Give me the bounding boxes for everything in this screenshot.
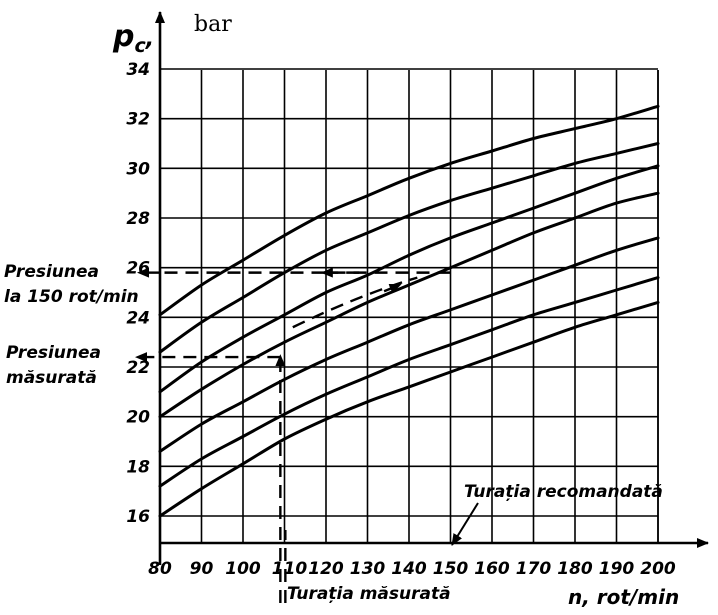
y-tick-label: 28 [126, 209, 150, 229]
x-axis-label: n, rot/min [568, 585, 679, 609]
annotation-measured-pressure-line1: Presiunea [6, 343, 101, 363]
y-tick-label: 24 [126, 308, 150, 328]
y-axis-title: pc, bar [112, 12, 232, 57]
annotation-recommended-speed: Turația recomandată [464, 482, 663, 502]
y-tick-label: 34 [126, 60, 150, 80]
annotation-pressure-at-150: Presiunea la 150 rot/min [4, 262, 139, 307]
x-tick-label: 130 [350, 559, 386, 579]
y-tick-label: 20 [126, 408, 150, 428]
y-tick-label: 22 [126, 358, 150, 378]
x-tick-label: 190 [599, 559, 635, 579]
y-axis-unit: bar [194, 12, 232, 37]
annotation-measured-speed: Turația măsurată [287, 584, 451, 604]
x-tick-label: 110 [272, 559, 308, 579]
x-tick-label: 160 [474, 559, 510, 579]
curve-follow-path [292, 276, 418, 329]
recommended-speed-pointer [451, 502, 479, 546]
x-tick-label: 80 [148, 559, 172, 579]
x-tick-label: 170 [516, 559, 552, 579]
y-axis-subscript: c [134, 35, 146, 57]
x-tick-label: 120 [308, 559, 344, 579]
pressure-curve-1 [158, 104, 660, 317]
x-tick-label: 100 [225, 559, 261, 579]
pressure-curve-5 [158, 236, 660, 453]
annotation-pressure-at-150-line1: Presiunea [4, 262, 99, 282]
svg-text:pc,: pc, [112, 19, 154, 57]
curve-follow-arrow [383, 283, 402, 294]
y-tick-label: 18 [126, 457, 150, 477]
x-tick-label: 180 [557, 559, 593, 579]
y-tick-label: 30 [126, 159, 150, 179]
y-tick-label: 16 [126, 507, 150, 527]
x-tick-label: 140 [391, 559, 427, 579]
pressure-curve-3 [158, 164, 660, 394]
pressure-curve-6 [158, 276, 660, 488]
axes [155, 11, 709, 565]
pressure-curve-4 [158, 191, 660, 419]
annotation-pressure-at-150-line2: la 150 rot/min [4, 287, 139, 307]
x-tick-label: 90 [190, 559, 214, 579]
pressure-curve-7 [158, 300, 660, 518]
y-axis-symbol: p [112, 19, 134, 54]
annotation-measured-pressure: Presiunea măsurată [6, 343, 101, 388]
x-tick-label: 200 [640, 559, 676, 579]
pressure-curves [158, 104, 660, 518]
reference-lines [135, 267, 451, 603]
pressure-curve-2 [158, 142, 660, 354]
y-tick-label: 26 [126, 259, 150, 279]
y-tick-label: 32 [126, 110, 150, 130]
grid [159, 68, 659, 543]
annotation-measured-pressure-line2: măsurată [6, 368, 97, 388]
x-tick-label: 150 [433, 559, 469, 579]
y-axis-comma: , [145, 27, 154, 52]
